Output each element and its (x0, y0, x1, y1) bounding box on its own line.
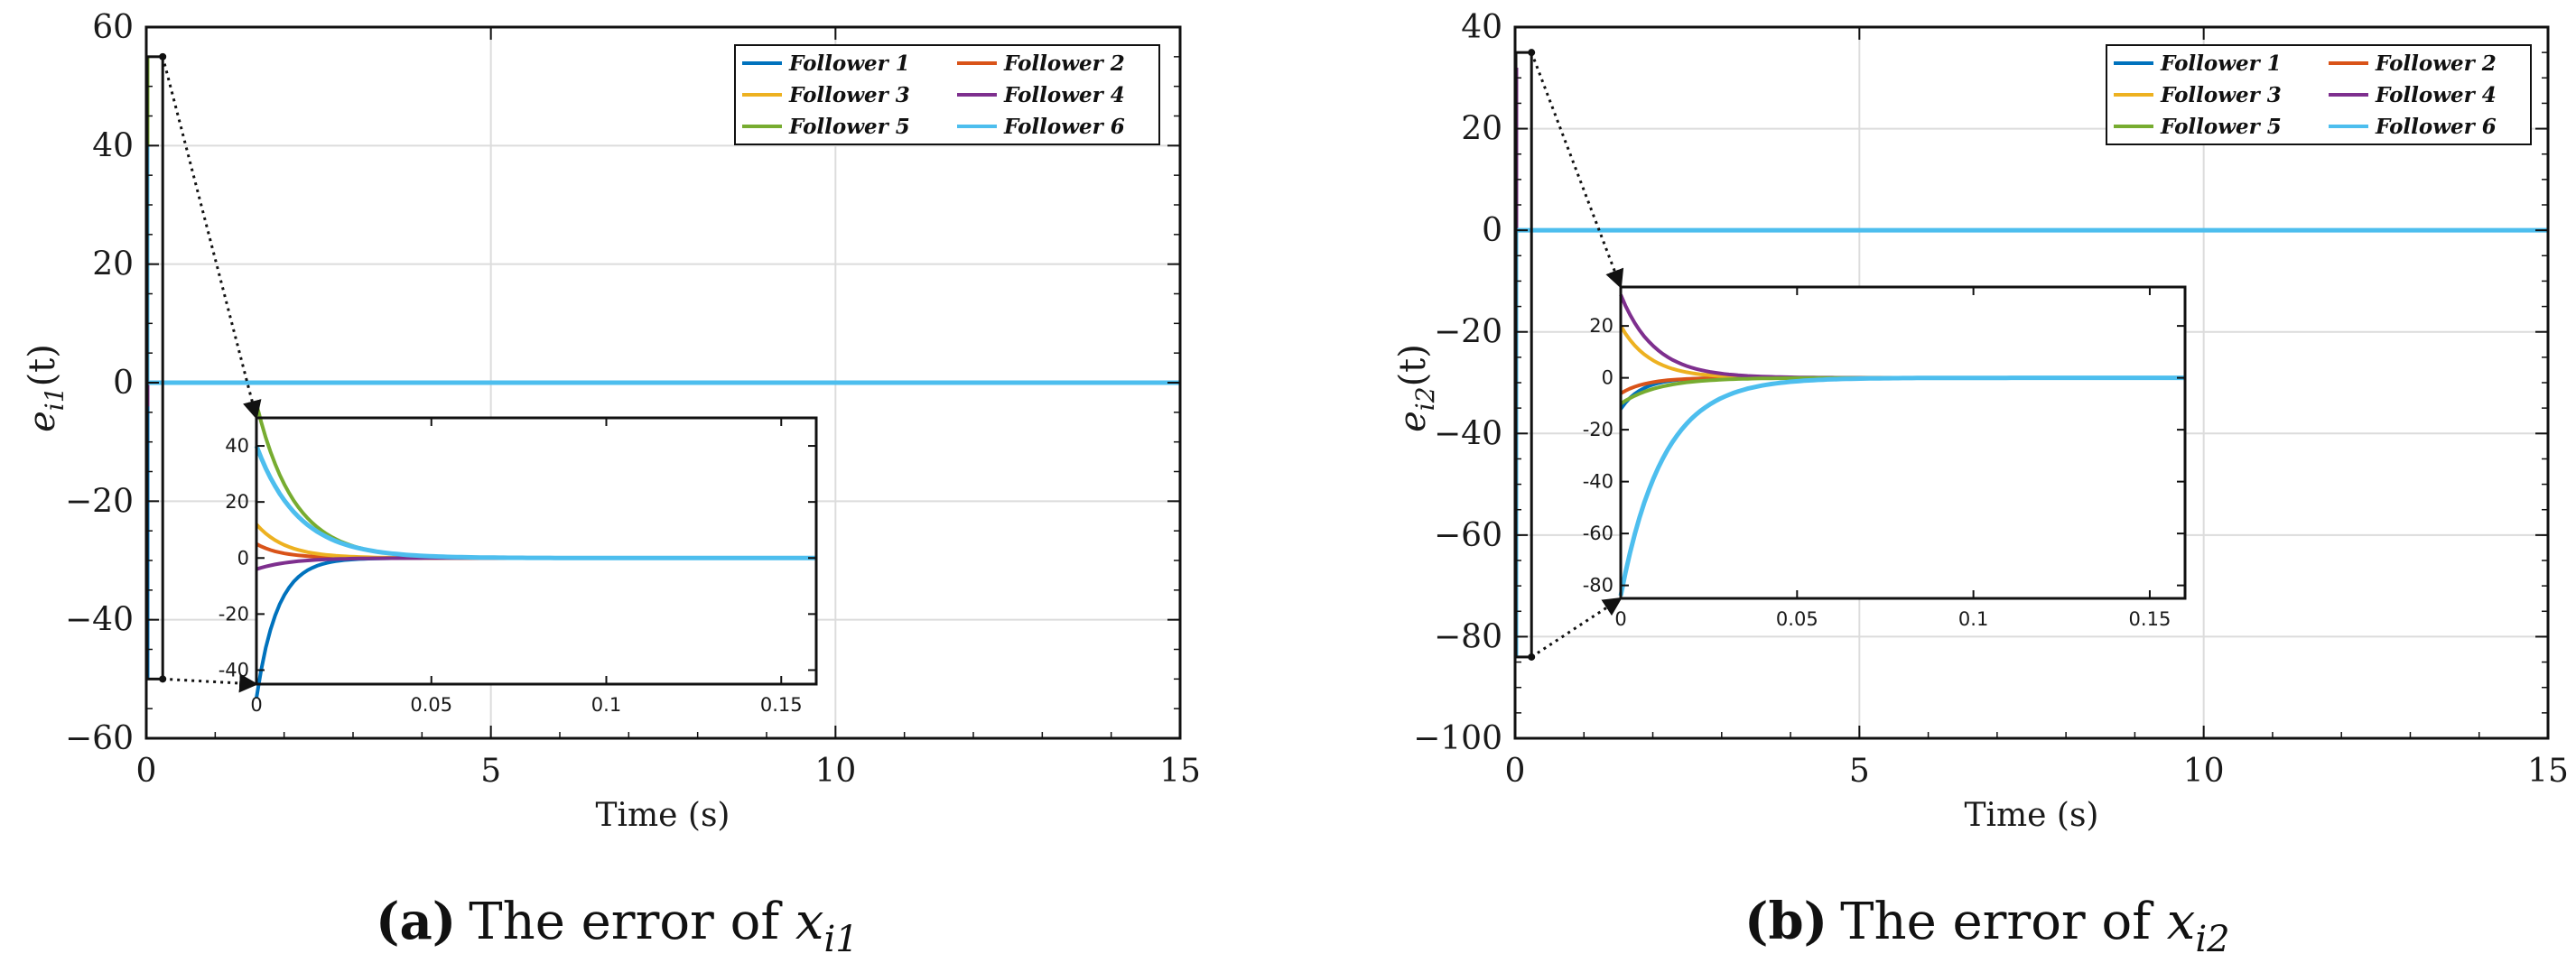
inset-x-tick-label: 0.1 (591, 694, 621, 716)
inset-series-6 (1618, 375, 2185, 597)
inset-y-tick-label: -20 (1583, 419, 1613, 440)
inset-y-tick-label: -20 (219, 603, 249, 625)
inset-y-tick-label: 0 (237, 547, 249, 569)
x-tick-label: 10 (2183, 753, 2225, 790)
x-tick-label: 15 (2527, 753, 2569, 790)
inset-x-tick-label: 0.05 (1776, 608, 1818, 630)
x-tick-label: 10 (814, 753, 856, 790)
caption-letter: a (400, 892, 432, 951)
x-tick-label: 5 (1849, 753, 1870, 790)
inset-box (255, 416, 818, 686)
y-label-sub: i1 (40, 386, 70, 411)
inset-x-tick-label: 0.15 (2129, 608, 2171, 630)
y-tick-label: 20 (1461, 111, 1502, 148)
inset-y-tick-label: -80 (1583, 575, 1613, 597)
y-label-rest: (t) (22, 344, 63, 386)
inset-y-tick-label: 20 (1589, 315, 1613, 337)
inset-area (256, 418, 816, 684)
legend-label-4: Follower 4 (1003, 83, 1125, 107)
panel-caption: (b) The error of xi2 (1744, 892, 2230, 960)
zoom-arrow-bottom (1530, 597, 1623, 659)
y-label-symbol: e (22, 411, 63, 432)
y-label-sub: i2 (1410, 386, 1440, 411)
caption-letter: b (1769, 892, 1804, 951)
legend-label-2: Follower 2 (2375, 51, 2497, 76)
legend-box (2106, 44, 2532, 145)
y-label-symbol: e (1392, 411, 1434, 432)
inset-x-tick-label: 0.1 (1958, 608, 1988, 630)
legend-label-6: Follower 6 (1003, 115, 1125, 139)
legend-label-3: Follower 3 (2160, 83, 2282, 107)
caption-var: x (2167, 893, 2196, 951)
y-axis-label: ei1(t) (22, 344, 70, 432)
inset-area (1621, 287, 2185, 598)
caption-sub: i2 (2195, 919, 2229, 960)
y-label-rest: (t) (1392, 344, 1434, 386)
y-tick-label: −60 (65, 720, 134, 757)
caption-prefix: ( (1744, 892, 1769, 951)
legend-label-2: Follower 2 (1003, 51, 1125, 76)
y-tick-label: −100 (1413, 720, 1502, 757)
panel-caption: (a) The error of xi1 (376, 892, 859, 960)
y-tick-label: −20 (65, 483, 134, 520)
legend-label-5: Follower 5 (2160, 115, 2282, 139)
legend-label-3: Follower 3 (788, 83, 910, 107)
y-tick-label: −60 (1434, 517, 1502, 554)
inset-y-tick-label: 20 (225, 491, 249, 513)
y-tick-label: −40 (65, 602, 134, 639)
legend-label-1: Follower 1 (2160, 51, 2282, 76)
legend-label-4: Follower 4 (2375, 83, 2497, 107)
inset-box (1619, 285, 2187, 600)
y-tick-label: 60 (92, 9, 134, 46)
x-tick-label: 0 (136, 753, 157, 790)
legend-label-1: Follower 1 (788, 51, 910, 76)
inset-y-tick-label: -40 (219, 659, 249, 681)
caption-suffix: ) (1804, 892, 1828, 951)
zoom-arrow-top (161, 56, 262, 421)
zoom-arrow-bottom (163, 673, 259, 693)
y-tick-label: 0 (1482, 212, 1502, 249)
inset-y-tick-label: 40 (225, 435, 249, 457)
caption-text: The error of (469, 893, 795, 951)
legend-label-5: Follower 5 (788, 115, 910, 139)
x-tick-label: 0 (1505, 753, 1526, 790)
inset-x-tick-label: 0 (250, 694, 262, 716)
y-tick-label: 20 (92, 246, 134, 283)
y-tick-label: 40 (1461, 9, 1502, 46)
inset-x-tick-label: 0.05 (410, 694, 452, 716)
y-axis-label: ei2(t) (1392, 344, 1440, 432)
caption-prefix: ( (376, 892, 400, 951)
inset-y-tick-label: -60 (1583, 523, 1613, 544)
inset-y-tick-label: 0 (1602, 367, 1613, 389)
y-tick-label: −80 (1434, 618, 1502, 655)
caption-sub: i1 (823, 919, 858, 960)
y-tick-label: −40 (1434, 415, 1502, 452)
caption-var: x (795, 893, 824, 951)
x-tick-label: 5 (480, 753, 501, 790)
legend-label-6: Follower 6 (2375, 115, 2497, 139)
caption-suffix: ) (432, 892, 457, 951)
x-tick-label: 15 (1159, 753, 1201, 790)
inset-series-6 (254, 445, 816, 560)
y-tick-label: 40 (92, 127, 134, 164)
y-tick-label: −20 (1434, 314, 1502, 351)
inset-x-tick-label: 0 (1614, 608, 1626, 630)
inset-y-tick-label: -40 (1583, 471, 1613, 493)
x-axis-label: Time (s) (1965, 797, 2099, 834)
caption-text: The error of (1840, 893, 2167, 951)
inset-x-tick-label: 0.15 (760, 694, 803, 716)
legend-box (734, 44, 1160, 145)
y-tick-label: 0 (113, 365, 134, 402)
x-axis-label: Time (s) (596, 797, 730, 834)
